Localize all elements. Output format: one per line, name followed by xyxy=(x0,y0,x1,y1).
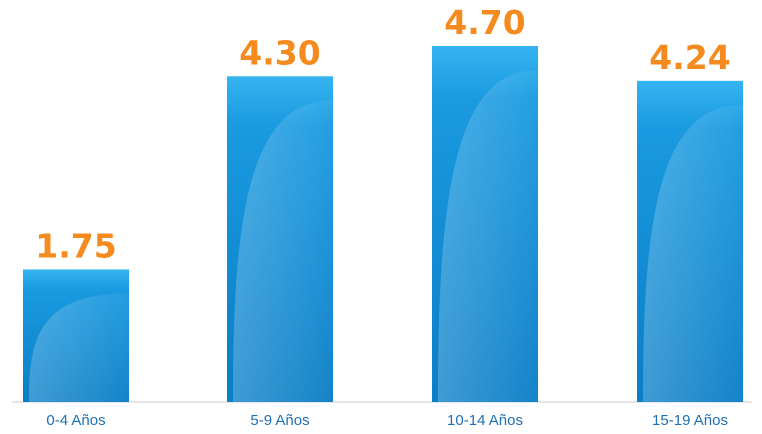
bar-value-label: 1.75 xyxy=(35,226,116,265)
bar-sheen xyxy=(643,104,743,402)
bar-value-label: 4.70 xyxy=(444,3,525,42)
x-tick-label: 15-19 Años xyxy=(652,412,728,429)
bar-value-label: 4.24 xyxy=(649,38,730,77)
x-tick-label: 5-9 Años xyxy=(250,412,309,429)
bar-sheen xyxy=(438,70,538,402)
bar-value-label: 4.30 xyxy=(239,33,320,72)
bar-sheen xyxy=(233,100,333,402)
bar-sheen xyxy=(29,293,129,402)
x-tick-label: 10-14 Años xyxy=(447,412,523,429)
x-tick-label: 0-4 Años xyxy=(46,412,105,429)
